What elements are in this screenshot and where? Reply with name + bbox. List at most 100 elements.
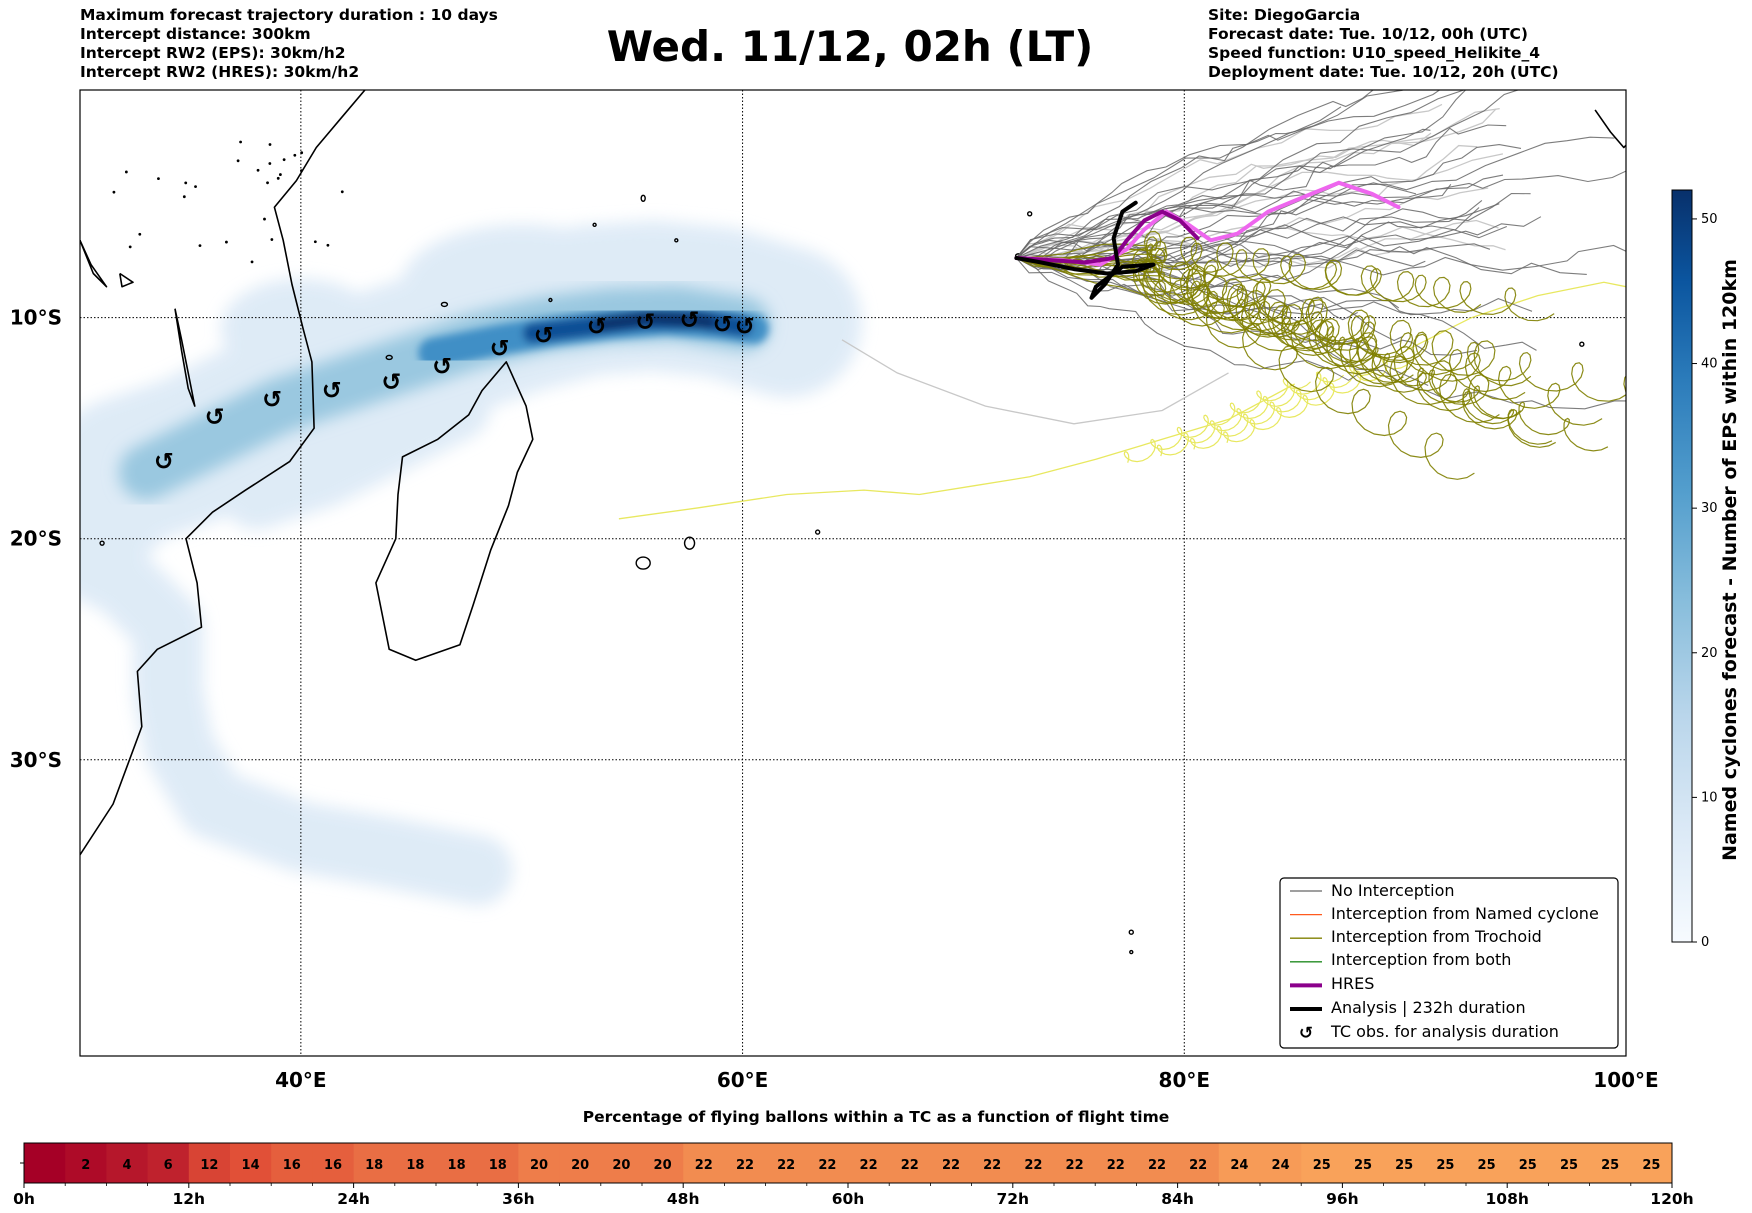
header-left-line: Maximum forecast trajectory duration : 1…: [80, 6, 498, 24]
flight-time-cell: [1342, 1143, 1385, 1183]
tc-obs-marker: ↺: [205, 403, 225, 431]
flight-time-value: 25: [1601, 1158, 1619, 1173]
flight-time-cell: [1012, 1143, 1055, 1183]
flight-time-tick-label: 36h: [502, 1190, 535, 1208]
flight-time-cell: [848, 1143, 890, 1183]
flight-time-value: 22: [1107, 1158, 1125, 1173]
flight-time-cell: [971, 1143, 1014, 1183]
flight-time-cell: [1548, 1143, 1591, 1183]
flight-time-value: 14: [242, 1158, 260, 1173]
flight-time-cell: [1136, 1143, 1179, 1183]
trajectories-trochoid: [1016, 230, 1626, 480]
flight-time-value: 22: [1066, 1158, 1084, 1173]
flight-time-value: 24: [1272, 1158, 1290, 1173]
flight-time-cell: [230, 1143, 272, 1183]
flight-time-value: 25: [1354, 1158, 1372, 1173]
lon-tick-label: 60°E: [717, 1068, 769, 1092]
tc-obs-marker: ↺: [432, 352, 452, 380]
colorbar-ticks: 0 10 20 30 40 50: [1692, 212, 1718, 950]
flight-time-cell: [188, 1143, 231, 1183]
flight-time-cell: [1383, 1143, 1426, 1183]
flight-time-tick-label: 48h: [667, 1190, 700, 1208]
flight-time-cell: [642, 1143, 684, 1183]
flight-time-tick-label: 0h: [13, 1190, 35, 1208]
header-right-line: Site: DiegoGarcia: [1208, 6, 1361, 24]
flight-time-value: 22: [983, 1158, 1001, 1173]
flight-time-cell: [65, 1143, 107, 1183]
flight-time-cell: [436, 1143, 478, 1183]
flight-time-cell: [1630, 1143, 1673, 1183]
flight-time-value: 16: [324, 1158, 342, 1173]
trajectories-main: [1014, 180, 1401, 300]
flight-time-cell: [394, 1143, 437, 1183]
header-right-line: Forecast date: Tue. 10/12, 00h (UTC): [1208, 25, 1529, 43]
colorbar: [1671, 189, 1693, 943]
flight-time-tick-label: 12h: [172, 1190, 205, 1208]
lon-tick-label: 40°E: [275, 1068, 327, 1092]
tc-obs-marker: ↺: [490, 335, 510, 363]
header-right-line: Speed function: U10_speed_Helikite_4: [1208, 44, 1541, 62]
flight-time-cell: [477, 1143, 519, 1183]
coastlines: [80, 90, 1626, 955]
flight-time-value: 18: [448, 1158, 466, 1173]
flight-time-cell: [1054, 1143, 1096, 1183]
colorbar-tick-label: 30: [1701, 501, 1718, 516]
lon-tick-label: 100°E: [1593, 1068, 1658, 1092]
header-left-line: Intercept RW2 (HRES): 30km/h2: [80, 63, 360, 81]
flight-time-ticks: 0h 12h 24h 36h 48h 60h 72h 84h 96h 108h 120h: [13, 1183, 1694, 1208]
tc-obs-marker: ↺: [154, 447, 174, 475]
flight-time-cell: [106, 1143, 149, 1183]
flight-time-value: 4: [122, 1158, 131, 1173]
axis-tick-labels: 40°E 60°E 80°E 100°E 10°S 20°S 30°S: [10, 306, 1659, 1092]
tc-obs-marker: ↺: [381, 368, 401, 396]
legend-label-both: Interception from both: [1331, 950, 1512, 969]
colorbar-label: Named cyclones forecast - Number of EPS …: [1719, 259, 1741, 861]
flight-time-value: 6: [164, 1158, 173, 1173]
legend-box: ↺: [1279, 877, 1619, 1049]
colorbar-tick-label: 10: [1701, 790, 1718, 805]
tc-observations: ↺↺↺ ↺ ↺↺↺ ↺ ↺ ↺ ↺ ↺ ↺: [154, 306, 755, 475]
flight-time-tick-label: 24h: [337, 1190, 370, 1208]
flight-time-cell: [312, 1143, 355, 1183]
flight-time-value: 22: [1189, 1158, 1207, 1173]
flight-time-value: 22: [860, 1158, 878, 1173]
flight-time-value: 25: [1519, 1158, 1537, 1173]
flight-time-value: 22: [942, 1158, 960, 1173]
colorbar-tick-label: 40: [1701, 357, 1718, 372]
header-right: Site: DiegoGarcia Forecast date: Tue. 10…: [1208, 6, 1559, 82]
legend-label-trochoid: Interception from Trochoid: [1331, 927, 1542, 946]
flight-time-tick-label: 96h: [1326, 1190, 1359, 1208]
flight-time-value: 12: [200, 1158, 218, 1173]
header-left-line: Intercept RW2 (EPS): 30km/h2: [80, 44, 346, 62]
tc-obs-marker: ↺: [735, 313, 755, 341]
flight-time-value: 24: [1230, 1158, 1248, 1173]
flight-time-cell: [271, 1143, 313, 1183]
flight-time-cell: [1466, 1143, 1508, 1183]
page-title: Wed. 11/12, 02h (LT): [606, 22, 1094, 71]
flight-time-cell: [559, 1143, 602, 1183]
flight-time-value: 22: [1024, 1158, 1042, 1173]
flight-time-value: 22: [736, 1158, 754, 1173]
legend-label-no-interception: No Interception: [1331, 881, 1455, 900]
flight-time-cell: [1177, 1143, 1220, 1183]
flight-time-value: 2: [81, 1158, 90, 1173]
flight-time-value: 20: [530, 1158, 548, 1173]
flight-time-value: 22: [818, 1158, 836, 1173]
flight-time-value: 25: [1642, 1158, 1660, 1173]
flight-time-value: 22: [695, 1158, 713, 1173]
flight-time-tick-label: 72h: [996, 1190, 1029, 1208]
colorbar-tick-label: 50: [1701, 212, 1718, 227]
tc-obs-marker: ↺: [587, 313, 607, 341]
lat-tick-label: 10°S: [10, 306, 62, 330]
flight-time-value: 25: [1313, 1158, 1331, 1173]
colorbar-tick-label: 20: [1701, 646, 1718, 661]
header-right-line: Deployment date: Tue. 10/12, 20h (UTC): [1208, 63, 1559, 81]
flight-time-value: 18: [489, 1158, 507, 1173]
lat-tick-label: 30°S: [10, 748, 62, 772]
flight-time-value: 20: [612, 1158, 630, 1173]
tc-obs-marker: ↺: [262, 385, 282, 413]
flight-time-cell: [147, 1143, 190, 1183]
flight-time-value: 22: [901, 1158, 919, 1173]
tc-obs-marker: ↺: [680, 306, 700, 334]
tc-obs-marker: ↺: [635, 308, 655, 336]
